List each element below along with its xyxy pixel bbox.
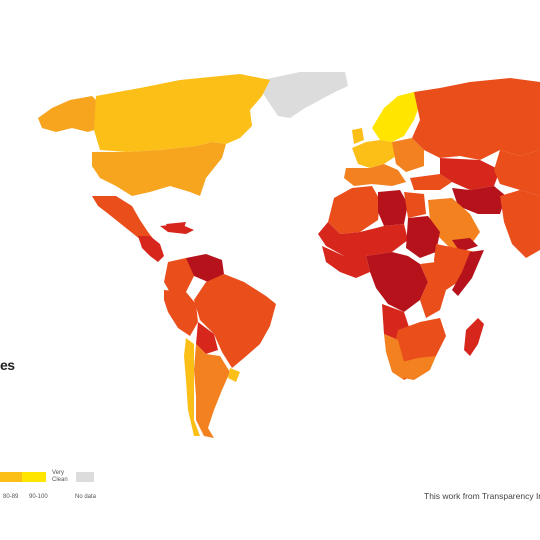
region-east-africa[interactable]: [420, 262, 446, 318]
legend-swatch-no-data: [76, 472, 94, 482]
region-libya[interactable]: [378, 190, 408, 226]
region-south-asia[interactable]: [500, 190, 540, 258]
region-namibia-botswana[interactable]: [384, 334, 404, 380]
region-central-asia[interactable]: [440, 158, 500, 190]
map-title: es: [0, 357, 15, 373]
region-uk[interactable]: [352, 128, 364, 144]
region-uruguay[interactable]: [228, 368, 240, 382]
region-western-europe[interactable]: [352, 140, 396, 168]
legend-swatch-very-clean: [22, 472, 46, 482]
region-peru[interactable]: [164, 290, 198, 336]
legend-no-data-label: No data: [75, 494, 97, 500]
region-venezuela[interactable]: [186, 254, 224, 282]
legend-bin-label: 90-100: [29, 494, 48, 500]
region-argentina[interactable]: [194, 344, 230, 438]
region-central-africa[interactable]: [366, 252, 428, 312]
region-sudan[interactable]: [406, 216, 440, 258]
legend-swatch-clean: [0, 472, 22, 482]
region-west-africa-coast[interactable]: [322, 246, 370, 278]
region-central-america[interactable]: [138, 236, 164, 262]
region-turkey[interactable]: [410, 174, 452, 190]
region-bolivia[interactable]: [196, 322, 218, 354]
legend-very-clean-label: Very Clean: [52, 470, 68, 483]
region-arabia[interactable]: [428, 198, 480, 250]
legend-bin-label: 80-89: [3, 494, 19, 500]
region-south-africa[interactable]: [402, 356, 436, 380]
region-alaska[interactable]: [38, 96, 100, 132]
region-canada[interactable]: [94, 74, 270, 152]
region-cuba[interactable]: [166, 222, 186, 228]
region-brazil[interactable]: [194, 274, 276, 368]
attribution-text: This work from Transparency In: [424, 491, 540, 501]
region-iran-afghanistan[interactable]: [452, 186, 506, 214]
region-madagascar[interactable]: [464, 318, 484, 356]
region-greenland[interactable]: [262, 72, 348, 118]
region-russia[interactable]: [412, 78, 540, 160]
region-mexico[interactable]: [92, 196, 154, 244]
region-colombia[interactable]: [164, 258, 194, 296]
region-somalia[interactable]: [452, 250, 484, 296]
region-china[interactable]: [494, 150, 540, 196]
region-southern-europe[interactable]: [344, 164, 406, 186]
region-egypt[interactable]: [404, 192, 426, 218]
region-scandinavia[interactable]: [372, 92, 420, 142]
region-horn-of-africa[interactable]: [434, 244, 476, 290]
region-eastern-europe[interactable]: [392, 138, 424, 172]
region-sahel[interactable]: [318, 222, 408, 256]
region-usa[interactable]: [92, 142, 226, 196]
region-north-africa-west[interactable]: [328, 186, 380, 234]
region-chile[interactable]: [184, 338, 200, 436]
